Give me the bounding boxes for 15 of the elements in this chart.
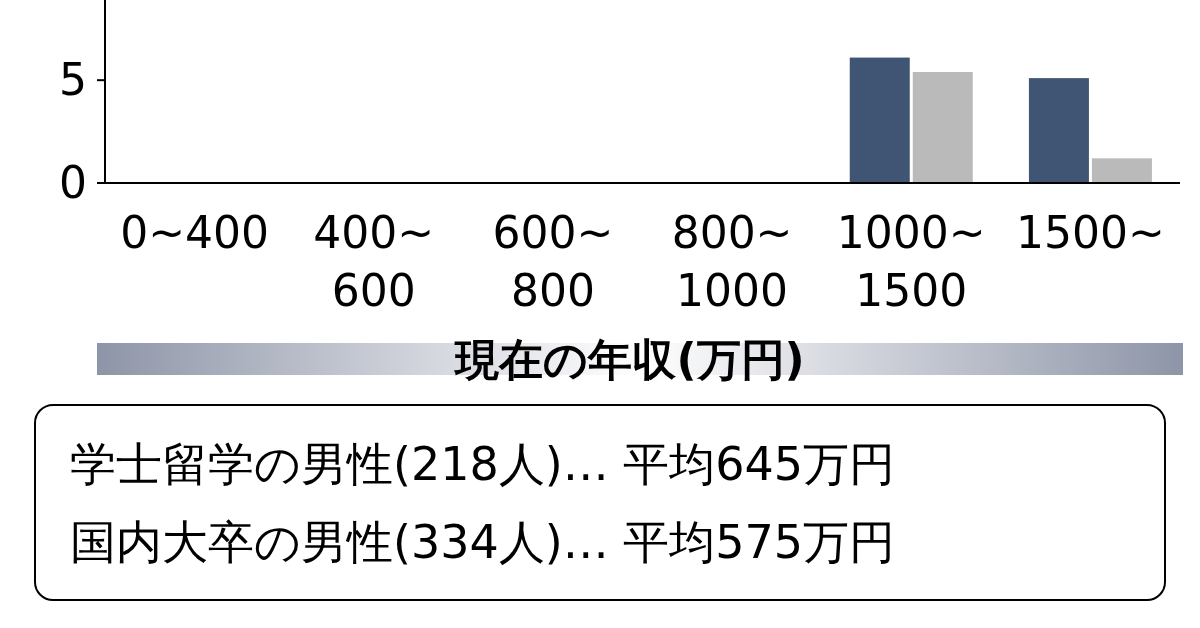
x-tick-label: 1500~ <box>1015 207 1165 258</box>
bar <box>1028 78 1089 183</box>
text: 国内大卒の男性(334人)… 平均575万円 <box>70 515 896 569</box>
x-tick-label: 600~ 800 <box>492 207 614 316</box>
y-tick-label: 5 <box>59 54 87 106</box>
x-tick-label: 1000~ 1500 <box>836 207 986 316</box>
x-tick-label: 800~ 1000 <box>671 207 793 316</box>
x-tick-label: 400~ 600 <box>313 207 435 316</box>
bar <box>1091 158 1152 183</box>
y-tick-label: 0 <box>59 157 87 208</box>
x-axis-title: 現在の年収(万円) <box>453 334 805 385</box>
bar <box>849 57 910 183</box>
x-tick-label: 0~400 <box>120 207 270 258</box>
bar <box>912 71 973 183</box>
text: 学士留学の男性(218人)… 平均645万円 <box>70 437 896 491</box>
